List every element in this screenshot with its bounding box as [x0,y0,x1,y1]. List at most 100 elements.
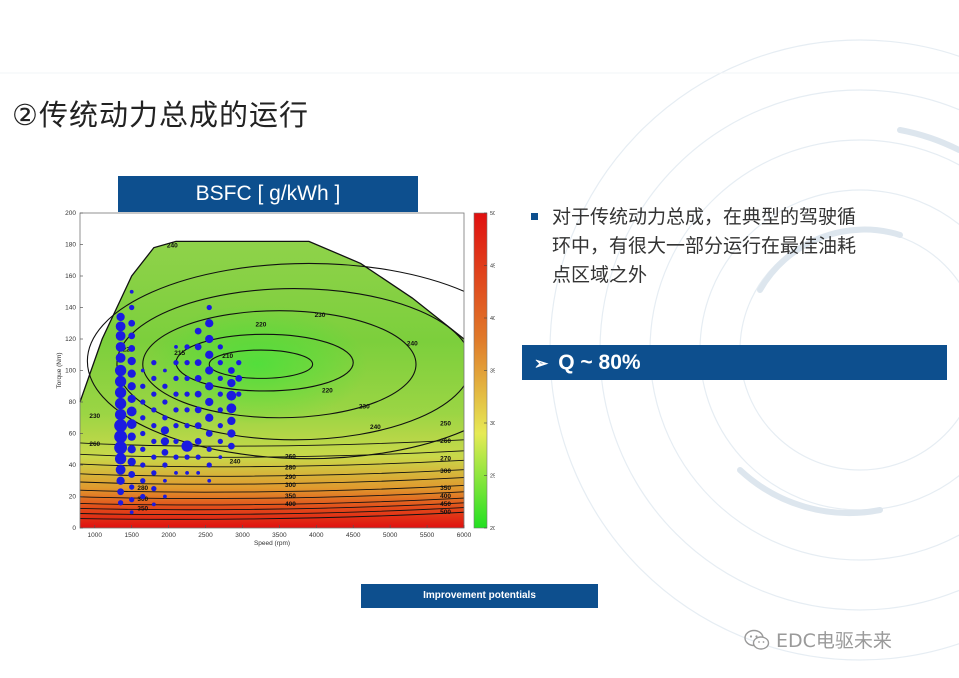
contour-label: 230 [315,312,326,319]
wechat-icon [744,629,770,650]
operating-point [151,375,157,382]
operating-point [185,470,189,475]
operating-point [140,493,146,500]
bullet-square-icon [531,213,538,220]
operating-point [129,484,135,490]
operating-point [194,327,202,335]
colorbar-tick-label: 400 [490,316,495,322]
operating-point [184,344,190,350]
operating-point [115,464,126,475]
operating-point [227,378,236,388]
contour-label: 240 [370,424,381,431]
q-text: Q ~ 80% [558,351,641,374]
contour-label: 250 [440,421,451,428]
colorbar-tick-label: 500 [490,211,495,217]
axes: 1000 1500 2000 2500 3000 3500 4000 4500 5000 5500… [56,210,472,547]
improvement-button: Improvement potentials [361,584,598,608]
contour-label: 450 [440,501,451,508]
operating-point [184,422,190,429]
operating-point [194,390,202,398]
x-tick-label: 5000 [383,532,398,539]
operating-point [151,470,157,476]
operating-point [205,397,214,407]
operating-point [126,406,137,417]
contour-label: 260 [89,441,100,448]
operating-point [217,422,223,429]
operating-point [151,502,156,507]
bullet-line: 点区域之外 [552,264,648,286]
operating-point [184,375,190,382]
plot-background [79,213,465,528]
operating-point [194,406,202,414]
contour-line [80,491,464,499]
operating-point [205,413,214,422]
bullet-text: 对于传统动力总成，在典型的驾驶循 环中，有很大一部分运行在最佳油耗 点区域之外 [528,203,943,290]
contour-line [80,511,464,520]
contour-label: 220 [123,347,134,354]
operating-point [114,419,128,433]
operating-point [116,312,125,322]
operating-point [163,494,167,499]
colorbar-tick-label: 350 [490,369,495,375]
operating-point [117,488,125,496]
operating-point [195,454,201,460]
operating-point [207,478,212,483]
operating-point [217,359,223,366]
operating-point [114,408,127,421]
operating-point [174,344,178,349]
operating-point [140,383,146,389]
operating-point [173,407,179,413]
operating-point [217,391,223,397]
operating-point [194,422,202,430]
operating-point [127,457,136,466]
x-axis-label: Speed (rpm) [254,540,290,547]
y-tick-label: 160 [65,273,76,280]
operating-point [163,478,167,483]
operating-point [218,455,223,460]
y-tick-label: 200 [65,210,76,217]
contour-label: 215 [174,350,185,357]
chart-header: BSFC [ g/kWh ] [118,176,418,212]
full-load-curve [79,240,465,403]
operating-point [184,359,190,366]
contour-label: 300 [285,482,296,489]
operating-point [205,430,213,437]
operating-point [151,422,157,429]
arrow-right-icon: ➢ [534,354,549,373]
contour-label: 350 [440,485,451,492]
q-bar: ➢ Q ~ 80% [522,345,947,380]
operating-point [151,485,157,492]
operating-point [206,304,212,311]
operating-point [115,353,126,363]
operating-point [173,422,179,429]
contour-label: 500 [440,509,451,516]
operating-point [162,399,168,405]
operating-point [114,375,127,388]
operating-point [227,442,235,450]
colorbar-tick-label: 200 [490,526,495,532]
operating-point [173,438,179,445]
operating-point [236,359,242,366]
operating-point [129,510,134,515]
operating-point [163,368,167,373]
y-tick-label: 0 [72,525,76,532]
contour-label: 290 [285,474,296,481]
operating-point [173,359,179,366]
colorbar-tick-label: 300 [490,421,495,427]
operating-point [129,289,134,294]
operating-point [174,470,178,475]
contour-label: 230 [359,403,370,410]
operating-point [140,478,146,484]
x-tick-label: 4500 [346,532,361,539]
operating-point [115,321,126,332]
watermark: EDC电驱未来 [744,626,892,652]
operating-points [114,289,243,515]
y-tick-label: 40 [69,462,77,469]
operating-point [127,369,136,378]
colorbar-tick-label: 450 [490,264,495,270]
operating-point [151,407,157,413]
y-tick-label: 80 [69,399,77,406]
operating-point [162,383,168,389]
operating-point [114,386,127,399]
contour-label: 300 [440,468,451,475]
